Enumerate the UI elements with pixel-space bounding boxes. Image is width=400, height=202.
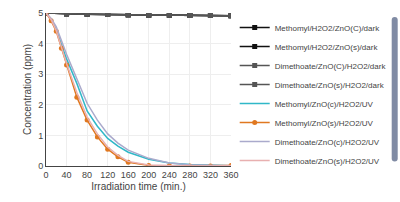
svg-text:280: 280 <box>182 170 197 180</box>
svg-text:3: 3 <box>38 69 43 79</box>
svg-text:Concentration (ppm): Concentration (ppm) <box>22 44 33 135</box>
svg-text:360: 360 <box>223 170 238 180</box>
svg-text:Methomyl/ZnO(c)/H2O2/UV: Methomyl/ZnO(c)/H2O2/UV <box>275 100 374 109</box>
svg-text:5: 5 <box>38 8 43 18</box>
svg-text:160: 160 <box>121 170 136 180</box>
svg-text:Methomyl/ZnO(s)/H2O2/UV: Methomyl/ZnO(s)/H2O2/UV <box>275 119 374 128</box>
svg-text:120: 120 <box>100 170 115 180</box>
svg-text:Irradiation time (min.): Irradiation time (min.) <box>91 181 185 192</box>
svg-text:2: 2 <box>38 100 43 110</box>
svg-text:320: 320 <box>203 170 218 180</box>
svg-text:Dimethoate/ZnO(C)/H2O2/dark: Dimethoate/ZnO(C)/H2O2/dark <box>275 62 387 71</box>
svg-text:40: 40 <box>62 170 72 180</box>
svg-text:240: 240 <box>162 170 177 180</box>
svg-text:Methomyl/H2O2/ZnO(C)/dark: Methomyl/H2O2/ZnO(C)/dark <box>275 24 380 33</box>
svg-text:Dimethoate/ZnO(c)/H2O2/UV: Dimethoate/ZnO(c)/H2O2/UV <box>275 138 380 147</box>
svg-text:1: 1 <box>38 131 43 141</box>
svg-text:80: 80 <box>82 170 92 180</box>
svg-text:0: 0 <box>43 170 48 180</box>
svg-text:4: 4 <box>38 39 43 49</box>
svg-text:200: 200 <box>141 170 156 180</box>
svg-text:Dimethoate/ZnO(s)/H2O2/dark: Dimethoate/ZnO(s)/H2O2/dark <box>275 81 385 90</box>
svg-text:Dimethoate/ZnO(s)/H2O2/UV: Dimethoate/ZnO(s)/H2O2/UV <box>275 157 380 166</box>
svg-text:0: 0 <box>38 161 43 171</box>
svg-text:Methomyl/H2O2/ZnO(s)/dark: Methomyl/H2O2/ZnO(s)/dark <box>275 43 379 52</box>
